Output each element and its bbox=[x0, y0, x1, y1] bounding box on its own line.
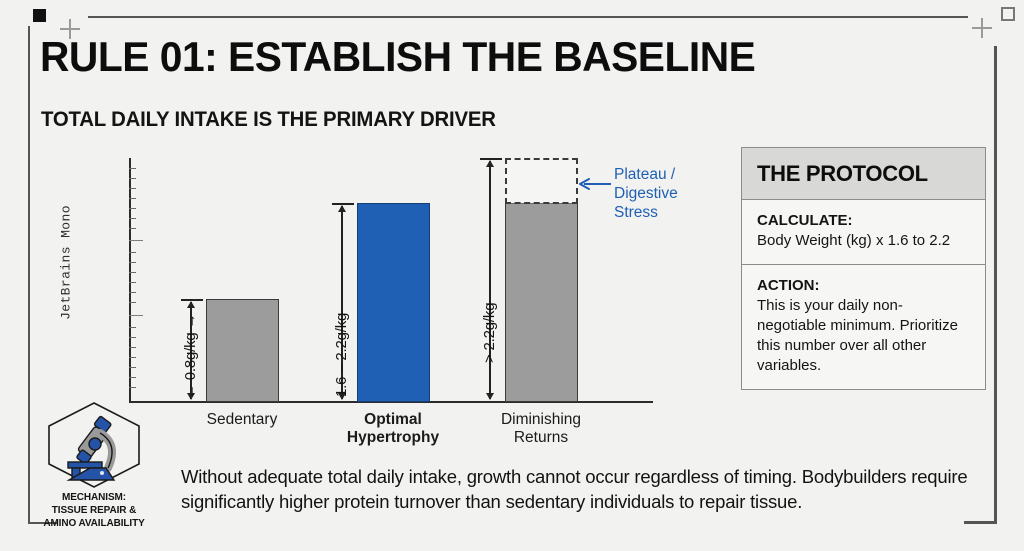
annotation-plateau: Plateau / Digestive Stress bbox=[614, 165, 678, 223]
mechanism-caption-line1: MECHANISM: bbox=[62, 492, 126, 503]
annotation-plateau-line1: Plateau / bbox=[614, 166, 676, 183]
mechanism-badge: MECHANISM: TISSUE REPAIR & AMINO AVAILAB… bbox=[36, 400, 152, 530]
category-label-optimal: Optimal Hypertrophy bbox=[333, 411, 453, 448]
mechanism-caption-line2: TISSUE REPAIR & bbox=[51, 504, 137, 516]
category-label-sedentary: Sedentary bbox=[182, 411, 302, 429]
category-label-diminishing: Diminishing Returns bbox=[481, 411, 601, 448]
body-paragraph: Without adequate total daily intake, gro… bbox=[181, 466, 968, 512]
frame-line-left bbox=[28, 26, 30, 524]
category-label-diminishing-line2: Returns bbox=[513, 429, 569, 447]
protocol-card: THE PROTOCOL CALCULATE: Body Weight (kg)… bbox=[741, 147, 986, 390]
mechanism-caption-line3: AMINO AVAILABILITY bbox=[43, 517, 145, 529]
protocol-calculate-value: Body Weight (kg) x 1.6 to 2.2 bbox=[757, 231, 951, 249]
annotation-plateau-line3: Stress bbox=[614, 204, 658, 222]
frame-line-bottom-left bbox=[28, 522, 58, 524]
category-label-sedentary-line1: Sedentary bbox=[206, 411, 278, 428]
chart-y-axis-label: JetBrains Mono bbox=[58, 205, 74, 320]
annotation-arrow-icon bbox=[579, 178, 611, 190]
protocol-calculate-key: CALCULATE: bbox=[757, 212, 853, 229]
registration-square-filled-icon bbox=[33, 9, 46, 22]
registration-square-outline-icon bbox=[1001, 7, 1015, 21]
crosshair-top-right-icon bbox=[972, 18, 992, 38]
category-label-diminishing-line1: Diminishing bbox=[500, 411, 582, 428]
frame-line-right bbox=[994, 46, 997, 524]
frame-line-top bbox=[88, 16, 968, 18]
crosshair-top-left-icon bbox=[60, 19, 80, 39]
page-title: RULE 01: ESTABLISH THE BASELINE bbox=[40, 33, 756, 80]
protocol-action-value: This is your daily non-negotiable minimu… bbox=[757, 296, 958, 374]
chart-x-axis bbox=[129, 401, 653, 403]
frame-line-bottom-right bbox=[964, 521, 997, 524]
measure-label-sedentary: ← 0.8g/kg → bbox=[182, 313, 199, 399]
microscope-icon bbox=[48, 402, 140, 488]
measure-label-optimal: 1.6 – 2.2g/kg bbox=[333, 312, 350, 397]
bar-diminishing-returns[interactable] bbox=[505, 203, 578, 402]
category-label-optimal-line2: Hypertrophy bbox=[346, 429, 440, 447]
chart-y-axis bbox=[129, 158, 131, 402]
annotation-plateau-line2: Digestive bbox=[614, 185, 678, 203]
protocol-card-heading: THE PROTOCOL bbox=[742, 148, 985, 200]
protocol-action-key: ACTION: bbox=[757, 276, 820, 294]
bar-optimal-hypertrophy[interactable] bbox=[357, 203, 430, 402]
protocol-section-calculate: CALCULATE: Body Weight (kg) x 1.6 to 2.2 bbox=[742, 200, 985, 264]
page-subtitle: TOTAL DAILY INTAKE IS THE PRIMARY DRIVER bbox=[41, 108, 496, 131]
category-label-optimal-line1: Optimal bbox=[364, 411, 422, 428]
measure-label-diminishing: > 2.2g/kg bbox=[481, 302, 498, 363]
bar-sedentary[interactable] bbox=[206, 299, 279, 402]
protocol-section-action: ACTION: This is your daily non-negotiabl… bbox=[742, 263, 985, 389]
bar-plateau-overflow[interactable] bbox=[505, 158, 578, 204]
mechanism-caption: MECHANISM: TISSUE REPAIR & AMINO AVAILAB… bbox=[36, 492, 152, 530]
